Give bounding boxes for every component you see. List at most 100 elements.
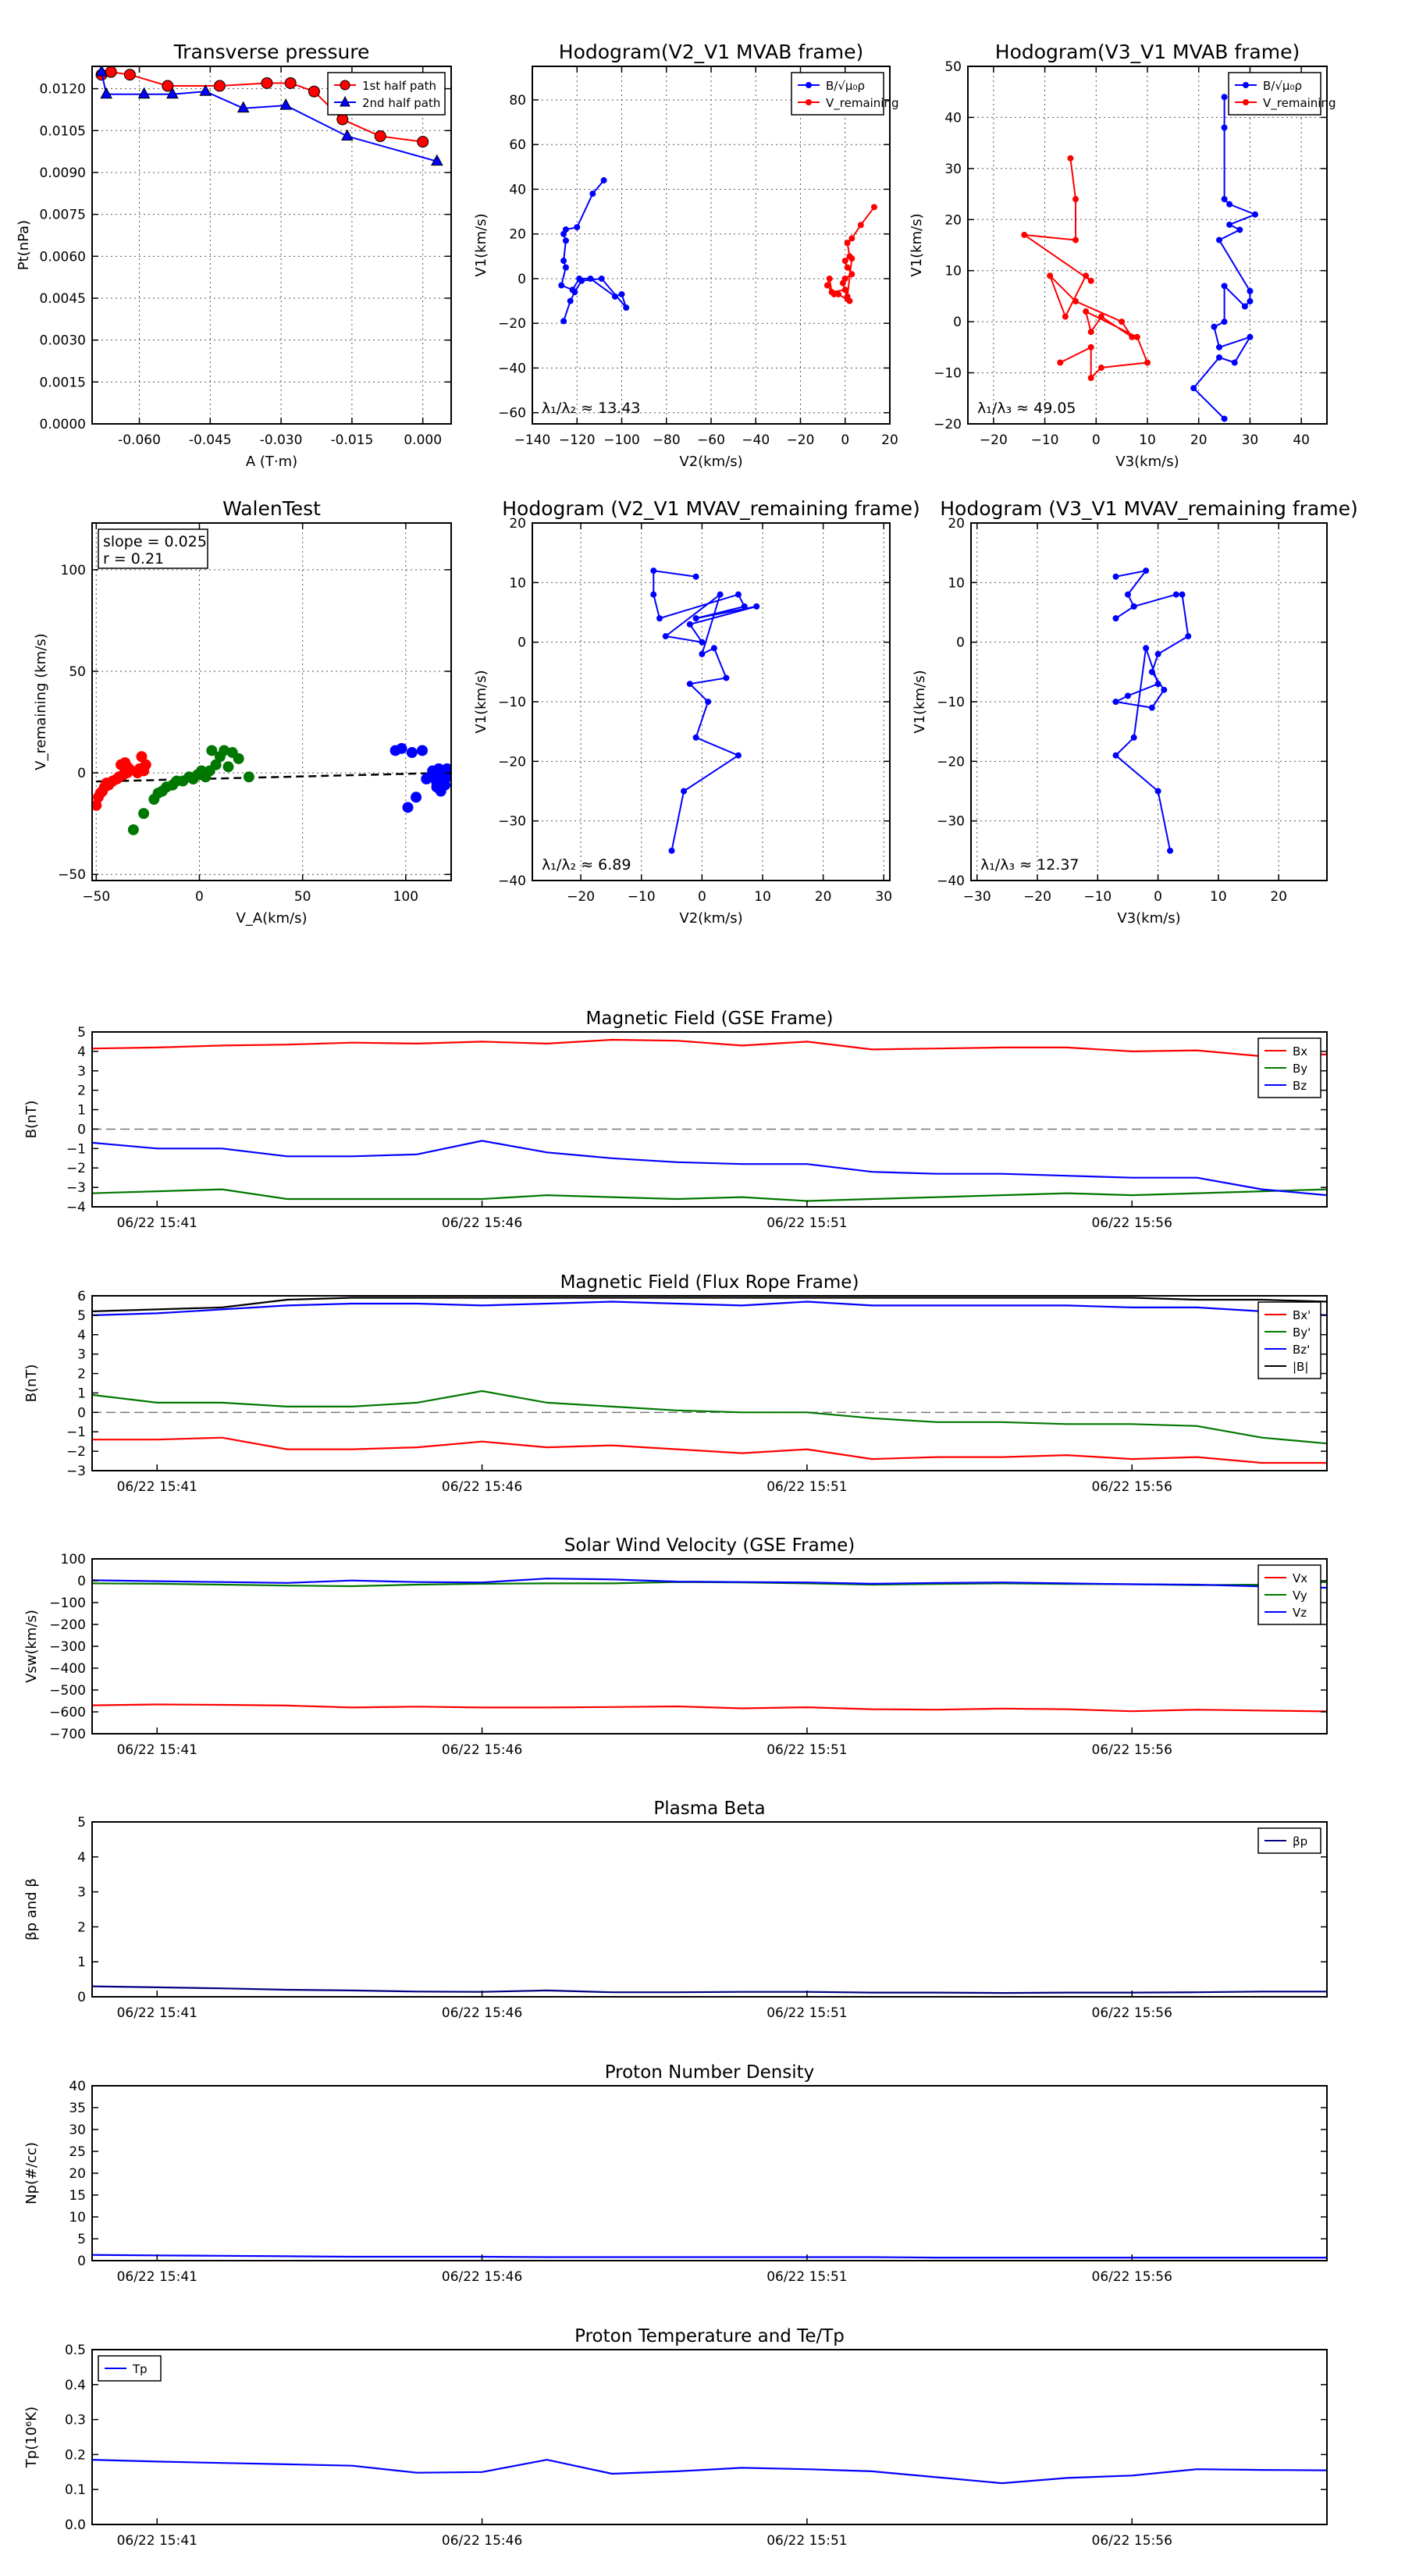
y-tick-label: 2	[77, 1920, 86, 1935]
data-point	[1119, 318, 1126, 326]
x-tick-label: −40	[742, 432, 770, 448]
y-tick-label: −40	[498, 361, 526, 376]
data-point	[237, 101, 250, 113]
series-line	[92, 1389, 1327, 1445]
data-point	[692, 734, 699, 741]
data-point	[686, 681, 693, 688]
y-tick-label: 3	[77, 1347, 86, 1363]
series--p	[92, 1985, 1327, 1994]
y-tick-label: 0	[77, 2254, 86, 2269]
x-tick-label: 20	[1270, 889, 1287, 905]
data-point	[681, 788, 688, 795]
x-tick-label: −60	[697, 432, 725, 448]
y-tick-label: 1	[77, 1103, 86, 1119]
data-point	[1221, 415, 1228, 422]
fit-line	[96, 771, 443, 783]
x-tick-label: −80	[653, 432, 681, 448]
data-point	[560, 258, 567, 265]
data-point	[1148, 704, 1155, 711]
data-point	[1247, 333, 1254, 340]
y-axis-label: Pt(nPa)	[16, 220, 32, 270]
y-tick-label: −3	[66, 1464, 86, 1479]
data-point	[233, 753, 244, 764]
legend: βp	[1257, 1827, 1321, 1854]
data-point	[431, 154, 443, 166]
data-point	[574, 224, 581, 231]
data-point	[1161, 686, 1168, 693]
data-point	[416, 745, 428, 756]
x-tick-label: 06/22 15:56	[1092, 1215, 1172, 1231]
data-point	[623, 304, 630, 311]
x-tick-label: −10	[1083, 889, 1112, 905]
data-point	[699, 639, 706, 646]
data-point	[841, 286, 848, 294]
data-point	[723, 674, 730, 681]
chart-hr31: Hodogram (V3_V1 MVAV_remaining frame) −40…	[912, 497, 1358, 927]
data-point	[1154, 788, 1161, 795]
y-tick-label: −10	[498, 695, 526, 710]
legend: Bx By Bz	[1257, 1037, 1321, 1098]
data-point	[222, 761, 234, 773]
y-tick-label: 0.4	[65, 2378, 86, 2393]
data-point	[1112, 752, 1119, 759]
data-point	[162, 80, 174, 92]
data-point	[1226, 201, 1233, 208]
plot-frame	[91, 522, 452, 881]
legend-label: Vx	[1293, 1571, 1307, 1585]
x-tick-label: 40	[1293, 432, 1310, 448]
chart-title: Proton Temperature and Te/Tp	[574, 2326, 845, 2347]
data-point	[206, 745, 218, 756]
y-tick-label: 25	[69, 2144, 86, 2160]
x-axis-label: V3(km/s)	[1117, 910, 1180, 927]
data-point	[692, 615, 699, 622]
data-point	[1190, 385, 1197, 392]
data-point	[1231, 359, 1238, 366]
chart-title: Hodogram(V3_V1 MVAB frame)	[995, 41, 1300, 63]
y-tick-label: −1	[66, 1141, 86, 1157]
y-axis-label: B(nT)	[23, 1101, 40, 1139]
series-line	[92, 1436, 1327, 1464]
annotation-text: r = 0.21	[103, 550, 164, 568]
chart-vsw: Solar Wind Velocity (GSE Frame) −700 −600 −…	[23, 1535, 1328, 1758]
y-tick-label: 10	[69, 2210, 86, 2226]
y-tick-label: −60	[498, 406, 526, 422]
data-point	[140, 759, 151, 770]
y-tick-label: 20	[509, 227, 526, 243]
y-axis-label: V_remaining (km/s)	[33, 633, 49, 770]
x-tick-label: −100	[603, 432, 640, 448]
annotation-text: slope = 0.025	[103, 533, 207, 550]
chart-title: Hodogram (V3_V1 MVAV_remaining frame)	[940, 497, 1358, 520]
series--b-	[92, 1297, 1327, 1312]
y-tick-label: 0.0030	[40, 333, 86, 349]
legend-box	[791, 72, 884, 116]
data-point	[587, 275, 594, 282]
data-point	[598, 275, 605, 282]
chart-bfr: Magnetic Field (Flux Rope Frame) −3 −2 −1 0 1…	[23, 1272, 1328, 1495]
y-tick-label: 0.1	[65, 2482, 86, 2498]
x-tick-label: 0	[698, 889, 706, 905]
x-tick-label: 10	[1139, 432, 1156, 448]
data-point	[571, 289, 578, 296]
data-point	[1083, 308, 1090, 315]
legend-label: By'	[1293, 1325, 1311, 1340]
y-tick-label: 10	[509, 575, 526, 591]
data-point	[100, 87, 112, 99]
y-tick-label: 0.0105	[40, 123, 86, 139]
y-tick-label: 0	[518, 635, 526, 651]
plot-frame	[91, 2349, 1328, 2525]
data-point	[284, 76, 297, 89]
data-point	[1083, 272, 1090, 279]
y-tick-label: 10	[944, 264, 962, 279]
y-tick-label: 50	[944, 59, 962, 75]
legend-marker	[340, 95, 350, 107]
y-tick-label: −400	[49, 1661, 86, 1677]
plot-frame	[91, 1031, 1328, 1208]
y-tick-label: −30	[937, 814, 965, 830]
x-tick-label: 06/22 15:56	[1092, 1479, 1172, 1495]
y-tick-label: −20	[937, 754, 965, 770]
x-tick-label: -0.015	[330, 432, 373, 448]
data-point	[341, 129, 354, 141]
y-tick-label: 80	[509, 93, 526, 109]
y-tick-label: −10	[937, 695, 965, 710]
legend-label: By	[1293, 1062, 1307, 1076]
